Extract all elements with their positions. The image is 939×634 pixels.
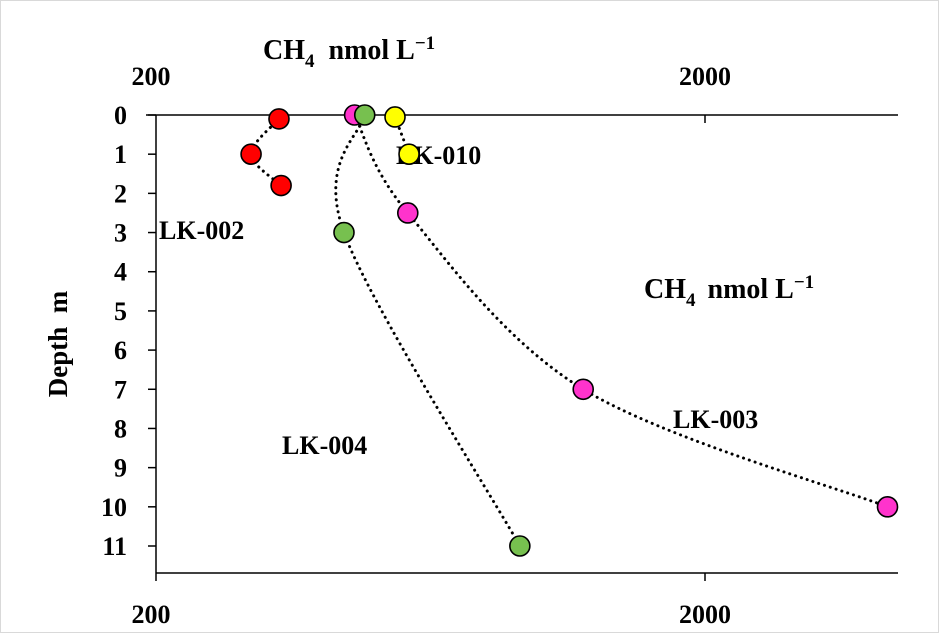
x-tick-label-bottom-2000: 2000 [679, 600, 731, 629]
data-point-lk-003-3 [876, 496, 899, 518]
y-tick-label-3: 3 [114, 219, 127, 248]
series-curve-lk-003 [353, 113, 890, 509]
inner-title-sub: 4 [686, 290, 696, 311]
x-tick-label-bottom-200: 200 [132, 600, 171, 629]
y-tick-label-6: 6 [114, 336, 127, 365]
series-label-lk-003: LK-003 [673, 405, 758, 434]
data-point-lk-010-1 [398, 143, 420, 165]
y-ticks-group: 0 1 2 3 4 5 6 7 8 9 10 11 [101, 101, 156, 561]
top-title-sub: 4 [305, 51, 315, 72]
x-tick-label-top-200: 200 [132, 62, 171, 91]
y-tick-label-5: 5 [114, 297, 127, 326]
y-tick-label-0: 0 [114, 101, 127, 130]
data-point-lk-004-1 [333, 221, 355, 244]
series-label-lk-002: LK-002 [159, 216, 244, 245]
top-title-main: CH [263, 35, 305, 66]
y-tick-label-9: 9 [114, 454, 127, 483]
y-axis-label: Depth m [43, 290, 73, 397]
inner-title-sup: −1 [794, 272, 814, 293]
markers-group [240, 104, 899, 557]
y-tick-label-4: 4 [114, 258, 127, 287]
data-point-lk-004-2 [509, 535, 531, 557]
x-tick-label-top-2000: 2000 [679, 62, 731, 91]
y-tick-label-2: 2 [114, 179, 127, 208]
data-point-lk-002-0 [268, 108, 290, 130]
y-tick-label-11: 11 [102, 532, 127, 561]
data-point-lk-002-1 [240, 143, 262, 165]
data-point-lk-004-0 [353, 104, 376, 126]
top-title: CH4 nmol L−1 [263, 33, 435, 72]
top-title-unit: nmol L [329, 35, 415, 66]
curves-group [249, 113, 890, 548]
inner-title-unit: nmol L [708, 274, 794, 305]
data-point-lk-002-2 [270, 174, 292, 197]
inner-title: CH4 nmol L−1 [644, 272, 814, 311]
top-title-sup: −1 [415, 33, 435, 54]
y-tick-label-8: 8 [114, 414, 127, 443]
data-point-lk-003-1 [396, 202, 419, 224]
series-label-lk-004: LK-004 [282, 431, 367, 460]
y-tick-label-1: 1 [114, 140, 127, 169]
series-curve-lk-004 [334, 113, 522, 548]
y-tick-label-7: 7 [114, 375, 127, 404]
y-tick-label-10: 10 [101, 493, 127, 522]
data-point-lk-003-2 [572, 378, 595, 401]
inner-title-main: CH [644, 274, 686, 305]
data-point-lk-010-0 [384, 106, 406, 128]
